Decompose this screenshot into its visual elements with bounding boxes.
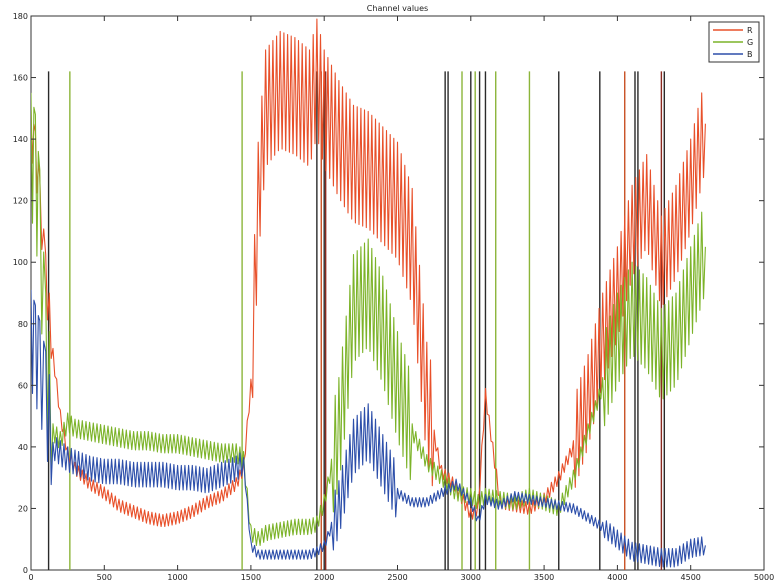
x-tick-label: 2500 <box>387 573 407 582</box>
x-tick-label: 3000 <box>461 573 481 582</box>
x-tick-label: 500 <box>97 573 112 582</box>
legend: RGB <box>708 21 760 63</box>
x-tick-label: 5000 <box>754 573 774 582</box>
series-layer <box>31 18 706 568</box>
y-tick-label: 60 <box>18 381 28 390</box>
y-tick-label: 100 <box>13 258 28 267</box>
y-tick-label: 160 <box>13 74 28 83</box>
legend-label-g: G <box>747 38 753 47</box>
y-tick-label: 180 <box>13 12 28 21</box>
y-tick-label: 0 <box>23 566 28 575</box>
series-line-g <box>31 92 706 546</box>
x-tick-label: 4000 <box>607 573 627 582</box>
legend-label-b: B <box>747 50 753 59</box>
legend-label-r: R <box>747 26 753 35</box>
x-tick-label: 2000 <box>314 573 334 582</box>
y-tick-label: 40 <box>18 443 28 452</box>
series-line-b <box>31 289 706 568</box>
y-tick-label: 120 <box>13 197 28 206</box>
x-tick-label: 3500 <box>534 573 554 582</box>
y-tick-label: 20 <box>18 504 28 513</box>
series-line-r <box>31 18 706 528</box>
x-tick-label: 1000 <box>167 573 187 582</box>
x-tick-label: 1500 <box>241 573 261 582</box>
y-tick-label: 80 <box>18 320 28 329</box>
y-tick-label: 140 <box>13 135 28 144</box>
chart-title: Channel values <box>367 4 428 13</box>
x-tick-label: 0 <box>28 573 33 582</box>
ticks-layer: 0 500 1000 1500 2000 2500 3000 3500 4000 4500 5000… <box>13 12 774 582</box>
x-tick-label: 4500 <box>681 573 701 582</box>
